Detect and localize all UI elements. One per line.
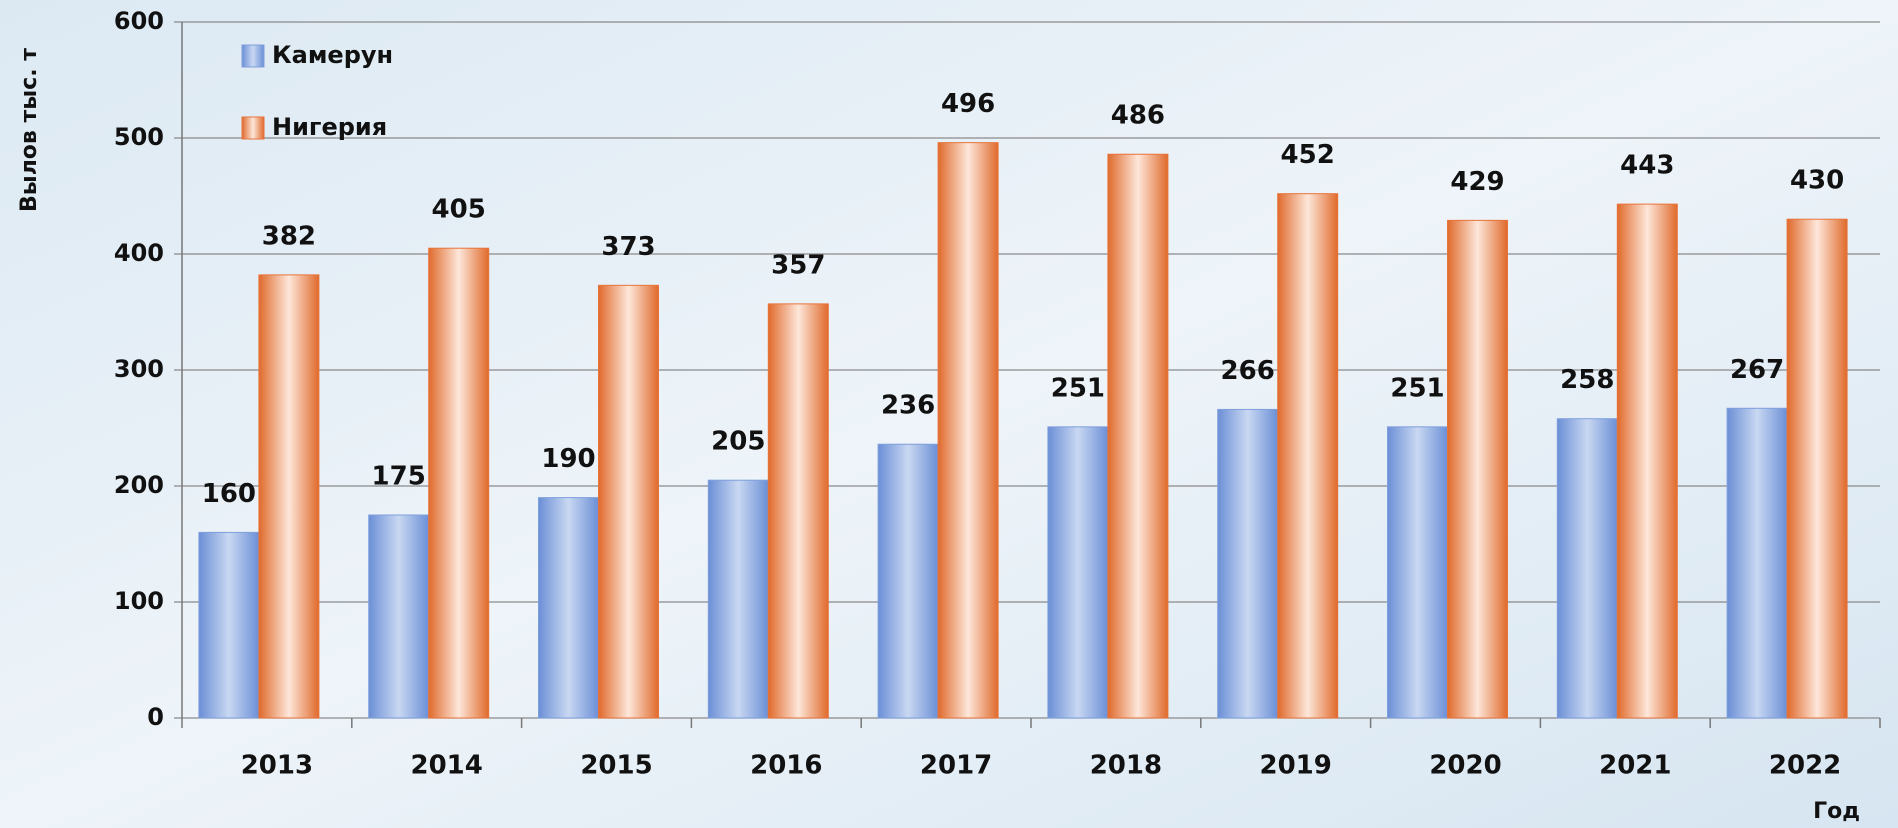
data-label: 373 xyxy=(601,232,655,262)
bar xyxy=(1556,418,1618,719)
x-tick-label: 2021 xyxy=(1599,751,1671,781)
data-label: 405 xyxy=(432,195,486,225)
data-label: 496 xyxy=(941,89,995,119)
data-label: 382 xyxy=(262,221,316,251)
data-label: 251 xyxy=(1390,373,1444,403)
bar xyxy=(707,479,769,719)
data-label: 175 xyxy=(372,462,426,492)
data-label: 251 xyxy=(1051,373,1105,403)
data-label: 486 xyxy=(1111,101,1165,131)
data-label: 236 xyxy=(881,391,935,421)
bar xyxy=(767,303,829,719)
bar xyxy=(1447,219,1508,719)
x-axis-title: Год xyxy=(1813,799,1860,824)
bar xyxy=(877,443,939,719)
data-label: 266 xyxy=(1221,356,1275,386)
y-tick-label: 400 xyxy=(114,239,164,267)
bar xyxy=(937,142,999,719)
data-label: 357 xyxy=(771,250,825,280)
legend-label: Камерун xyxy=(272,41,393,69)
bar xyxy=(428,247,490,719)
x-tick-label: 2022 xyxy=(1769,751,1841,781)
bar xyxy=(1616,203,1678,719)
bar xyxy=(1277,193,1339,719)
data-label: 267 xyxy=(1730,355,1784,385)
data-label: 190 xyxy=(541,444,595,474)
bar xyxy=(368,514,430,719)
bar xyxy=(598,284,659,719)
x-tick-label: 2019 xyxy=(1260,751,1332,781)
bar xyxy=(538,497,599,719)
data-label: 160 xyxy=(202,479,256,509)
bar xyxy=(1047,426,1109,719)
y-tick-label: 0 xyxy=(147,703,164,731)
legend-swatch xyxy=(241,116,265,140)
data-label: 429 xyxy=(1450,167,1504,197)
bar xyxy=(198,531,260,719)
legend-label: Нигерия xyxy=(272,113,387,141)
x-tick-label: 2014 xyxy=(411,751,483,781)
y-tick-label: 300 xyxy=(114,355,164,383)
bar xyxy=(1217,408,1279,719)
bar xyxy=(1107,153,1169,719)
x-tick-label: 2020 xyxy=(1429,751,1501,781)
data-label: 205 xyxy=(711,427,765,457)
y-tick-label: 500 xyxy=(114,123,164,151)
x-tick-label: 2015 xyxy=(580,751,652,781)
bar xyxy=(1726,407,1788,719)
data-label: 443 xyxy=(1620,151,1674,181)
legend-swatch xyxy=(241,44,265,68)
x-tick-label: 2013 xyxy=(241,751,313,781)
x-tick-label: 2017 xyxy=(920,751,992,781)
x-tick-label: 2018 xyxy=(1090,751,1162,781)
y-tick-label: 100 xyxy=(114,587,164,615)
bar xyxy=(1387,426,1448,719)
bar xyxy=(258,274,320,719)
data-label: 452 xyxy=(1281,140,1335,170)
bar xyxy=(1786,218,1848,719)
data-label: 258 xyxy=(1560,365,1614,395)
y-tick-label: 600 xyxy=(114,7,164,35)
y-tick-label: 200 xyxy=(114,471,164,499)
data-label: 430 xyxy=(1790,166,1844,196)
x-tick-label: 2016 xyxy=(750,751,822,781)
y-axis-title: Вылов тыс. т xyxy=(17,48,42,212)
